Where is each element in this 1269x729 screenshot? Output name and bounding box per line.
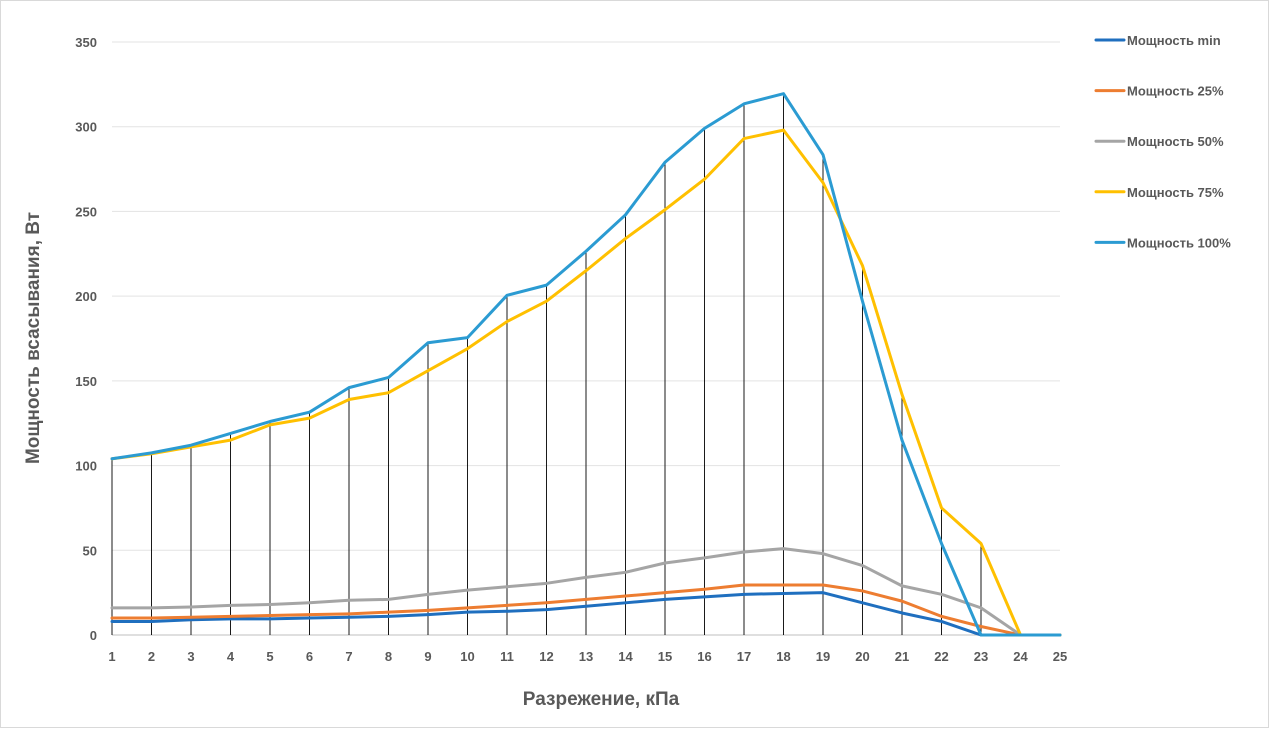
y-tick-label: 0 bbox=[90, 628, 97, 643]
x-tick-label: 6 bbox=[306, 649, 313, 664]
y-tick-label: 250 bbox=[75, 204, 97, 219]
x-tick-label: 14 bbox=[618, 649, 633, 664]
x-tick-label: 4 bbox=[227, 649, 235, 664]
x-tick-label: 23 bbox=[974, 649, 988, 664]
x-tick-label: 20 bbox=[855, 649, 869, 664]
series-line-5 bbox=[110, 92, 1062, 637]
x-tick-label: 8 bbox=[385, 649, 392, 664]
y-axis-ticks: 0 50 100 150 200 250 300 350 bbox=[75, 35, 97, 643]
series-lines bbox=[110, 92, 1062, 637]
y-axis-title: Мощность всасывания, Вт bbox=[23, 212, 44, 464]
x-tick-label: 12 bbox=[539, 649, 553, 664]
y-tick-label: 150 bbox=[75, 374, 97, 389]
x-tick-label: 16 bbox=[697, 649, 711, 664]
x-tick-label: 22 bbox=[934, 649, 948, 664]
y-tick-label: 300 bbox=[75, 120, 97, 135]
legend-label: Мощность 100% bbox=[1127, 235, 1231, 250]
series-line-3 bbox=[110, 547, 1062, 637]
x-tick-label: 25 bbox=[1053, 649, 1067, 664]
x-axis-ticks: 1 2 3 4 5 6 7 8 9 10 11 12 13 14 15 16 17 18 19 20 21 22 23 24 2… bbox=[108, 649, 1067, 664]
x-tick-label: 2 bbox=[148, 649, 155, 664]
x-tick-label: 5 bbox=[266, 649, 273, 664]
x-tick-label: 19 bbox=[816, 649, 830, 664]
legend: Мощность min Мощность 25% Мощность 50% Мощн… bbox=[1094, 33, 1231, 250]
legend-label: Мощность 25% bbox=[1127, 84, 1224, 99]
legend-label: Мощность 75% bbox=[1127, 185, 1224, 200]
y-tick-label: 50 bbox=[83, 543, 97, 558]
series-line-4 bbox=[110, 128, 1062, 637]
x-tick-label: 13 bbox=[579, 649, 593, 664]
y-tick-label: 350 bbox=[75, 35, 97, 50]
legend-label: Мощность min bbox=[1127, 33, 1221, 48]
x-tick-label: 1 bbox=[108, 649, 115, 664]
y-tick-label: 200 bbox=[75, 289, 97, 304]
drop-lines bbox=[111, 93, 982, 635]
legend-label: Мощность 50% bbox=[1127, 134, 1224, 149]
x-tick-label: 7 bbox=[345, 649, 352, 664]
y-tick-label: 100 bbox=[75, 459, 97, 474]
x-tick-label: 10 bbox=[460, 649, 474, 664]
x-tick-label: 11 bbox=[500, 649, 514, 664]
series-line-2 bbox=[110, 583, 1062, 637]
x-tick-label: 17 bbox=[737, 649, 751, 664]
x-tick-label: 21 bbox=[895, 649, 909, 664]
x-axis-title: Разрежение, кПа bbox=[523, 689, 680, 710]
x-tick-label: 15 bbox=[658, 649, 672, 664]
x-tick-label: 3 bbox=[187, 649, 194, 664]
x-tick-label: 18 bbox=[776, 649, 790, 664]
x-tick-label: 9 bbox=[424, 649, 431, 664]
x-tick-label: 24 bbox=[1013, 649, 1028, 664]
series-line-1 bbox=[110, 591, 1062, 637]
